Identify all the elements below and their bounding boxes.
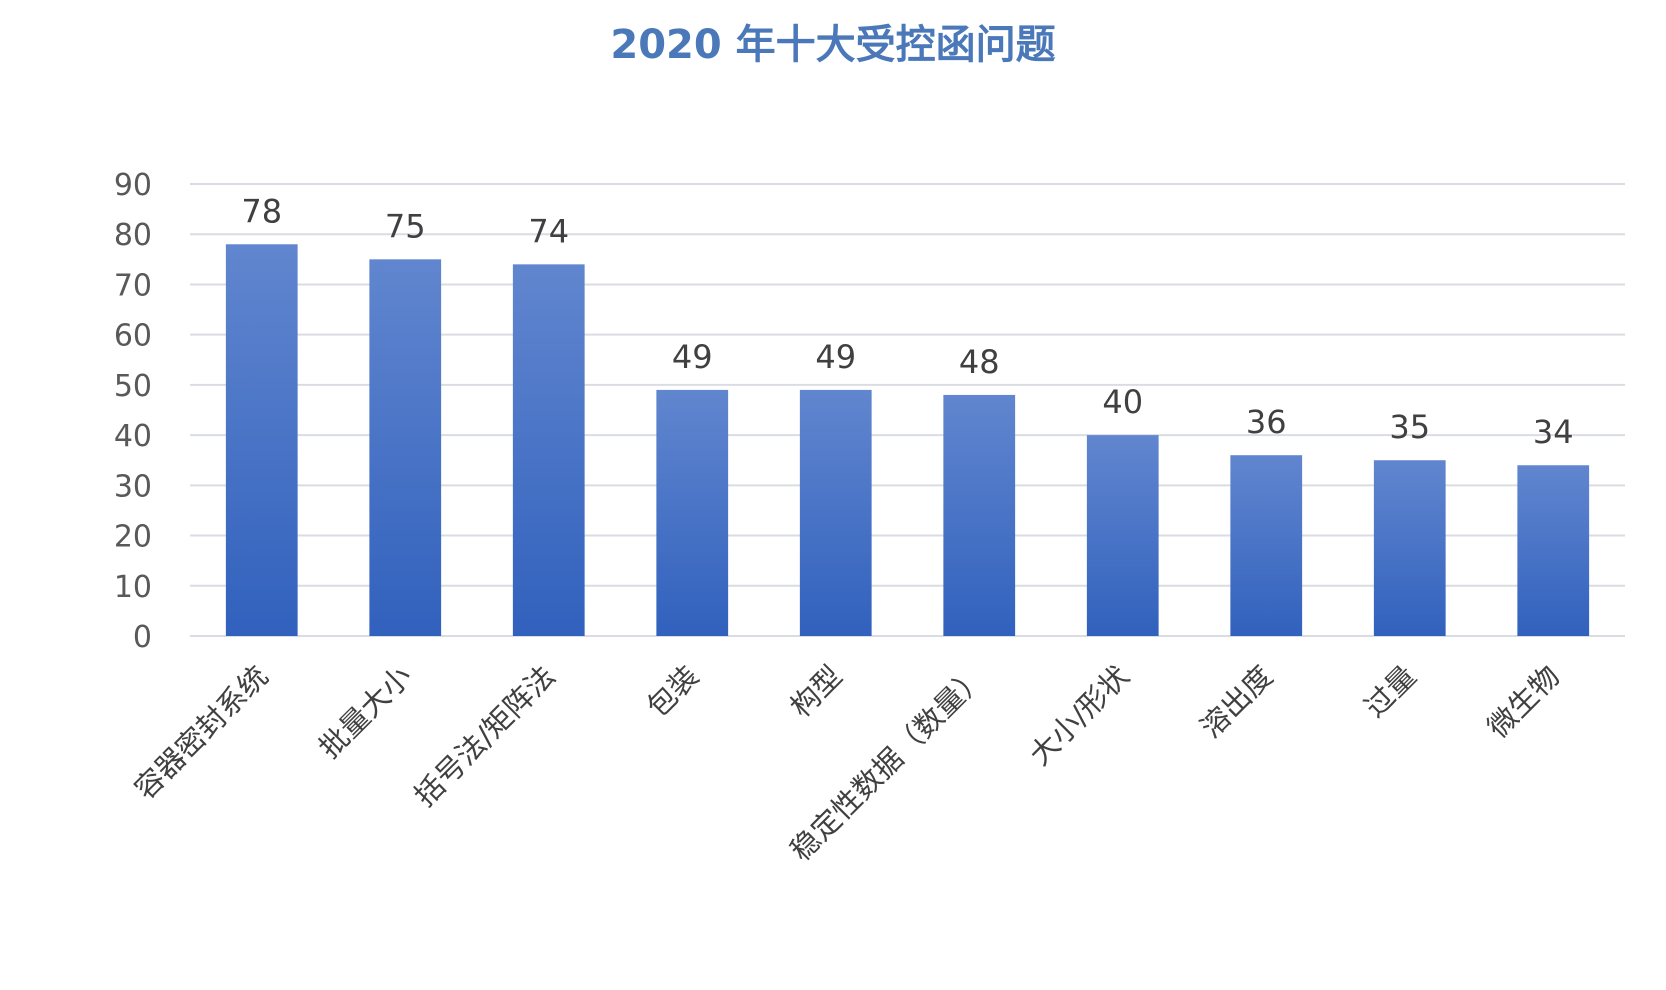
- data-label: 74: [528, 212, 569, 250]
- category-label: 构型: [784, 659, 849, 724]
- y-tick-label: 50: [114, 369, 152, 404]
- data-label: 35: [1389, 408, 1430, 446]
- data-label: 40: [1102, 383, 1143, 421]
- y-tick-label: 60: [114, 319, 152, 354]
- bar: [943, 394, 1016, 636]
- category-label: 包装: [640, 659, 705, 724]
- y-tick-label: 30: [114, 469, 152, 504]
- y-tick-label: 40: [114, 419, 152, 454]
- bar: [225, 244, 298, 636]
- data-label: 78: [241, 192, 282, 230]
- category-label: 微生物: [1481, 659, 1567, 745]
- bar: [369, 259, 442, 636]
- bar: [1230, 455, 1303, 636]
- category-label: 过量: [1358, 659, 1423, 724]
- category-label: 容器密封系统: [128, 659, 275, 806]
- y-axis-ticks: 0 10 20 30 40 50 60 70 80 90: [114, 168, 152, 655]
- data-label: 48: [959, 343, 1000, 381]
- category-label: 大小/形状: [1023, 659, 1136, 772]
- bar: [512, 264, 585, 636]
- y-tick-label: 70: [114, 268, 152, 303]
- data-label: 49: [672, 338, 713, 376]
- y-tick-label: 10: [114, 570, 152, 605]
- data-label: 49: [815, 338, 856, 376]
- y-tick-label: 20: [114, 520, 152, 555]
- data-label: 34: [1533, 413, 1574, 451]
- data-label: 75: [385, 207, 426, 245]
- bar: [656, 389, 729, 636]
- data-labels: 78 75 74 49 49 48 40 36 35 34: [241, 192, 1573, 451]
- bars: [225, 244, 1590, 636]
- bar: [1373, 460, 1446, 636]
- category-label: 括号法/矩阵法: [408, 659, 562, 813]
- chart-title: 2020 年十大受控函问题: [610, 22, 1056, 68]
- category-label: 批量大小: [312, 659, 418, 765]
- category-label: 溶出度: [1194, 659, 1280, 745]
- bar: [1086, 435, 1159, 636]
- y-tick-label: 0: [133, 620, 152, 655]
- bar: [1517, 465, 1590, 636]
- y-tick-label: 90: [114, 168, 152, 203]
- data-label: 36: [1246, 403, 1287, 441]
- y-tick-label: 80: [114, 218, 152, 253]
- bar: [799, 389, 872, 636]
